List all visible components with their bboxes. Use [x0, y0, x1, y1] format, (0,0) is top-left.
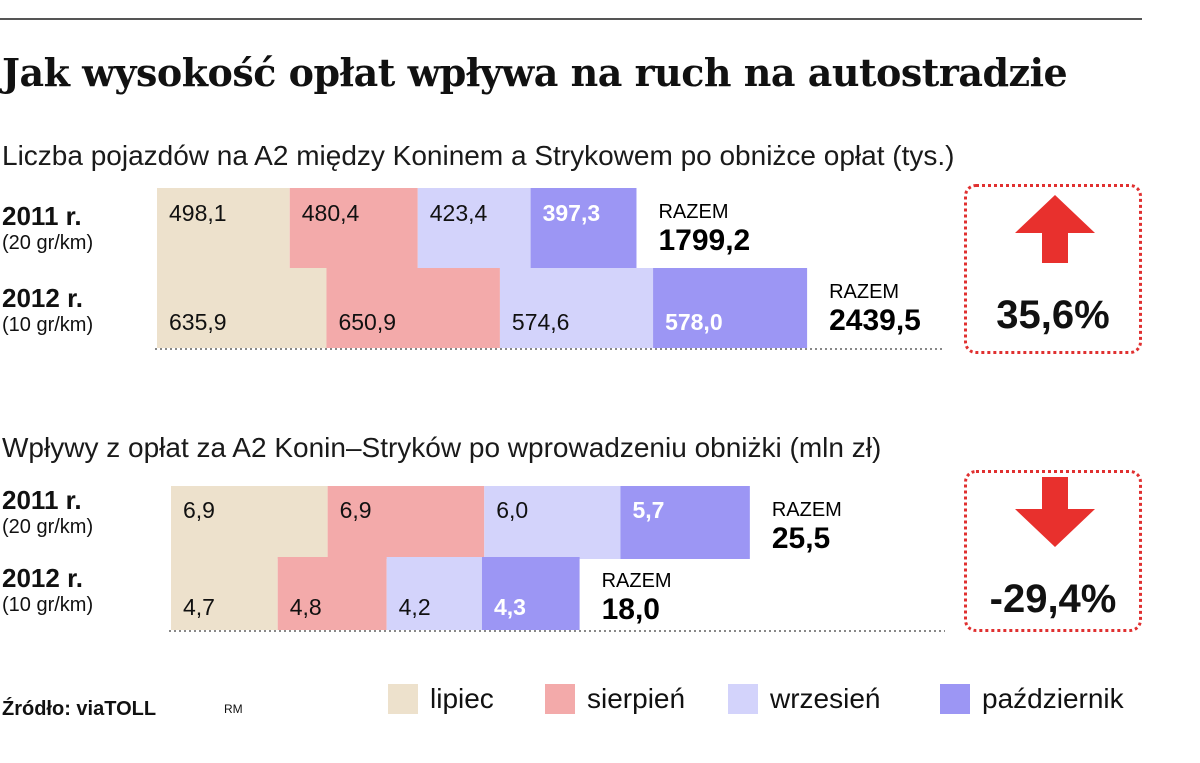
chart1-row1-total-label: RAZEM	[658, 201, 728, 223]
chart2-row2-rate: (10 gr/km)	[2, 594, 94, 616]
legend-label-pazdziernik: październik	[982, 683, 1124, 714]
chart1-row1-bar-sierpien	[289, 188, 418, 268]
chart2-row2-bar-lipiec	[171, 557, 278, 630]
chart1-row2-year: 2012 r.	[2, 283, 83, 313]
chart1-row2-value-lipiec: 635,9	[169, 309, 227, 335]
chart2-row2-total-value: 18,0	[602, 593, 660, 626]
chart2-title: Wpływy z opłat za A2 Konin–Stryków po wp…	[2, 432, 882, 463]
chart2-row1-label: 2011 r. (20 gr/km)	[2, 487, 93, 537]
infographic-title: Jak wysokość opłat wpływa na ruch na aut…	[2, 50, 1068, 95]
chart2-row1-bar-pazdziernik	[620, 486, 750, 559]
source-note: Źródło: viaTOLL	[2, 698, 157, 720]
chart1-row1-bar-pazdziernik	[530, 188, 637, 268]
chart2-row1-rate: (20 gr/km)	[2, 516, 94, 538]
chart2-row1-value-pazdziernik: 5,7	[632, 497, 664, 523]
chart1-row1-label: 2011 r. (20 gr/km)	[2, 203, 93, 253]
chart1-row1-value-lipiec: 498,1	[169, 200, 227, 226]
chart1-change-badge: 35,6%	[964, 184, 1142, 354]
chart1-change-value: 35,6%	[996, 293, 1110, 337]
chart1-row2-value-wrzesien: 574,6	[512, 309, 570, 335]
chart2-row1-total-value: 25,5	[772, 522, 830, 555]
chart2-row2-value-sierpien: 4,8	[290, 594, 322, 620]
chart1-row2-bar-sierpien	[326, 268, 500, 348]
chart1-row2-label: 2012 r. (10 gr/km)	[2, 285, 93, 335]
chart1-title: Liczba pojazdów na A2 między Koninem a S…	[2, 140, 955, 171]
chart2-row2-label: 2012 r. (10 gr/km)	[2, 565, 93, 615]
chart2-row2-value-lipiec: 4,7	[183, 594, 215, 620]
legend-item-wrzesien: wrzesień	[728, 683, 880, 715]
legend-label-wrzesien: wrzesień	[770, 683, 881, 714]
chart2-row1-value-lipiec: 6,9	[183, 497, 215, 523]
chart2-row1-value-sierpien: 6,9	[340, 497, 372, 523]
chart1-row2-bar-lipiec	[157, 268, 327, 348]
chart2-change-value: -29,4%	[989, 577, 1117, 621]
top-rule	[0, 18, 1142, 20]
chart1-row1-bar-wrzesien	[417, 188, 531, 268]
chart2-row1-total-label: RAZEM	[772, 499, 842, 521]
chart1-row1-value-sierpien: 480,4	[302, 200, 360, 226]
chart1-row1-value-wrzesien: 423,4	[430, 200, 488, 226]
legend-item-lipiec: lipiec	[388, 683, 494, 715]
chart2-row1-year: 2011 r.	[2, 485, 82, 515]
legend-swatch-sierpien	[545, 684, 575, 714]
chart1-row2-value-sierpien: 650,9	[338, 309, 396, 335]
chart2-row2-bar-sierpien	[277, 557, 387, 630]
chart2-row1-value-wrzesien: 6,0	[496, 497, 528, 523]
chart1-row1-rate: (20 gr/km)	[2, 232, 94, 254]
legend-item-pazdziernik: październik	[940, 683, 1124, 715]
chart1-row2-bar-wrzesien	[499, 268, 654, 348]
chart2-row2-total-label: RAZEM	[602, 570, 672, 592]
legend-label-sierpien: sierpień	[587, 683, 686, 714]
chart1-row1-bar-lipiec	[157, 188, 290, 268]
chart2-change-badge: -29,4%	[964, 470, 1142, 632]
chart1-row2-rate: (10 gr/km)	[2, 314, 94, 336]
chart2-row1-bar-lipiec	[171, 486, 328, 559]
chart2-row1-bar-wrzesien	[484, 486, 621, 559]
chart1-row1-value-pazdziernik: 397,3	[543, 200, 601, 226]
chart2-row2-bar-pazdziernik	[481, 557, 580, 630]
chart1-row2-bar-pazdziernik	[653, 268, 808, 348]
legend-swatch-lipiec	[388, 684, 418, 714]
chart2-row2-value-pazdziernik: 4,3	[494, 594, 526, 620]
chart1-row1-total-value: 1799,2	[658, 224, 750, 257]
chart2-row1-bar-sierpien	[327, 486, 485, 559]
chart1-row1-year: 2011 r.	[2, 201, 82, 231]
chart1-row2-total-value: 2439,5	[829, 304, 921, 337]
down-arrow-icon	[1015, 477, 1095, 547]
chart2-row2-year: 2012 r.	[2, 563, 83, 593]
chart2-row2-bar-wrzesien	[386, 557, 482, 630]
legend-swatch-wrzesien	[728, 684, 758, 714]
chart2-row2-value-wrzesien: 4,2	[399, 594, 431, 620]
legend-item-sierpien: sierpień	[545, 683, 685, 715]
author-initials: RM	[224, 702, 243, 716]
legend-label-lipiec: lipiec	[430, 683, 494, 714]
chart1-row2-value-pazdziernik: 578,0	[665, 309, 723, 335]
legend-swatch-pazdziernik	[940, 684, 970, 714]
up-arrow-icon	[1015, 195, 1095, 263]
chart1-row2-total-label: RAZEM	[829, 281, 899, 303]
